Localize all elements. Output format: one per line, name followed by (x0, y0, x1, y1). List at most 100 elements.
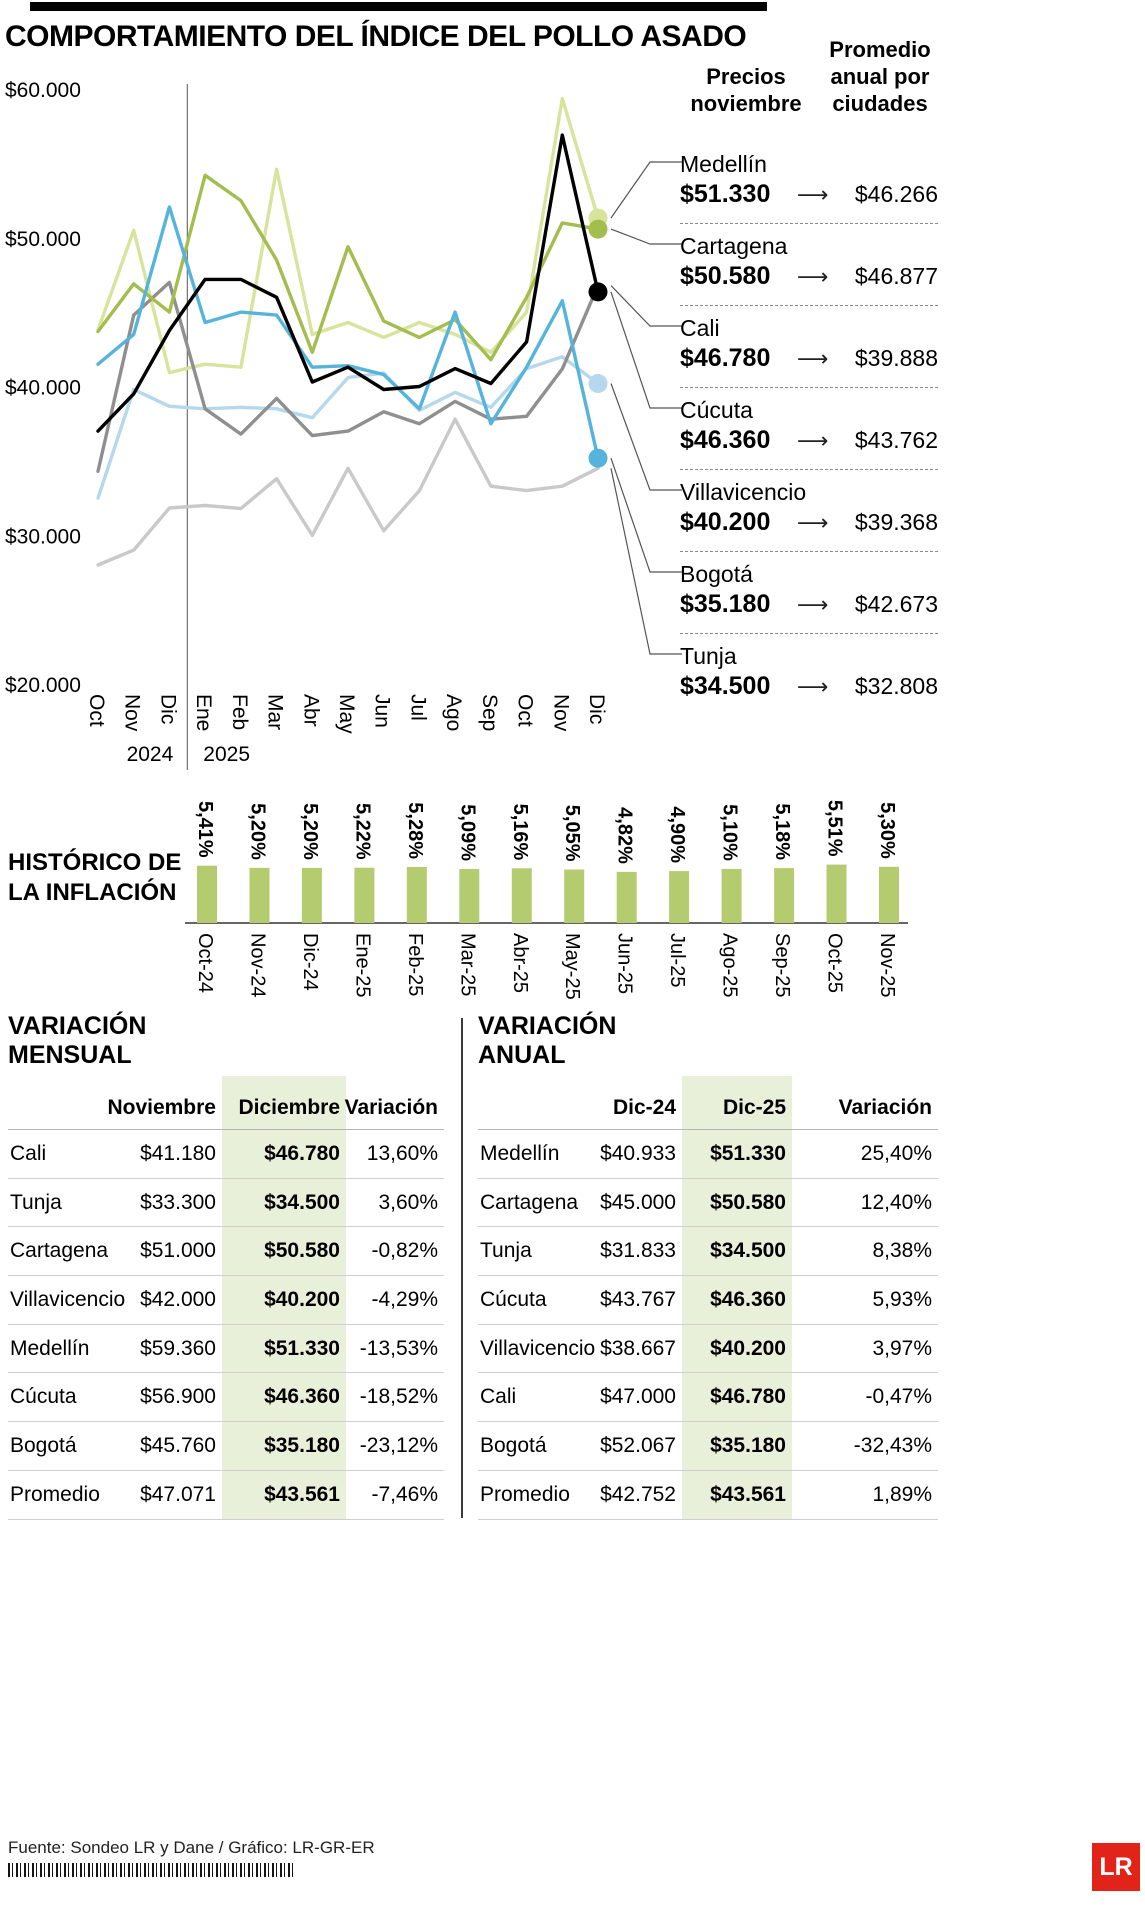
table-cell: $45.000 (600, 1179, 682, 1228)
source-credit: Fuente: Sondeo LR y Dane / Gráfico: LR-G… (8, 1838, 375, 1857)
table-row-label: Medellín (8, 1325, 132, 1374)
x-axis-month-label: May (335, 694, 358, 734)
lr-logo-badge: LR (1092, 1843, 1140, 1891)
inflation-value-label: 5,18% (771, 803, 793, 860)
legend-city-name: Bogotá (680, 561, 753, 587)
legend-value-row: $40.200 ⟶ $39.368 (680, 508, 938, 537)
table-divider-line (461, 1018, 463, 1518)
table-cell: $46.780 (682, 1373, 792, 1423)
table-header-cell (478, 1076, 602, 1130)
legend-november-price: $35.180 (680, 590, 771, 618)
inflation-bar (879, 866, 899, 923)
table-cell: $51.330 (682, 1130, 792, 1179)
x-axis-month-label: Dic (585, 694, 608, 724)
table-row-label: Promedio (8, 1471, 132, 1520)
table-cell: $34.500 (682, 1227, 792, 1277)
inflation-bar (459, 869, 480, 923)
table-cell: $42.000 (132, 1276, 222, 1325)
inflation-month-label: Jul-25 (666, 933, 688, 987)
table-header-cell: Diciembre (222, 1076, 346, 1130)
table-row-label: Cúcuta (478, 1276, 602, 1325)
legend-value-row: $34.500 ⟶ $32.808 (680, 672, 938, 701)
table-cell: $56.900 (132, 1373, 222, 1423)
legend-entry: Medellín $51.330 ⟶ $46.266 (680, 142, 938, 224)
top-rule (30, 2, 767, 11)
y-axis-label: $40.000 (5, 377, 81, 400)
table-cell: -13,53% (346, 1325, 444, 1374)
legend-annual-average: $42.673 (854, 591, 938, 617)
table-row-label: Bogotá (478, 1422, 602, 1471)
table-cell: 3,60% (346, 1179, 444, 1228)
y-axis-label: $20.000 (5, 674, 81, 697)
inflation-value-label: 5,22% (351, 803, 373, 860)
legend-connector-line (610, 383, 682, 491)
table-cell: $46.780 (222, 1130, 346, 1179)
legend-value-row: $50.580 ⟶ $46.877 (680, 262, 938, 291)
legend-annual-average: $46.266 (854, 181, 938, 207)
table-row-label: Cartagena (8, 1227, 132, 1277)
legend-city-name: Cali (680, 315, 720, 341)
legend-city-name: Medellín (680, 151, 767, 177)
legend-entry: Cartagena $50.580 ⟶ $46.877 (680, 224, 938, 306)
inflation-bar (301, 867, 322, 923)
arrow-right-icon: ⟶ (796, 346, 829, 371)
table-header-cell: Noviembre (107, 1076, 222, 1130)
x-axis-month-label: Ene (192, 694, 215, 731)
x-axis-month-label: Oct (514, 694, 537, 727)
inflation-month-label: Jun-25 (614, 933, 636, 994)
table-row-label: Promedio (478, 1471, 602, 1520)
table-cell: $59.360 (132, 1325, 222, 1374)
legend-november-price: $34.500 (680, 672, 771, 700)
legend-november-price: $50.580 (680, 262, 771, 290)
inflation-bar (249, 867, 270, 923)
inflation-bar (616, 871, 637, 923)
legend-november-price: $46.360 (680, 426, 771, 454)
table-cell: $38.667 (600, 1325, 682, 1374)
inflation-bar (197, 865, 217, 923)
inflation-section-title: HISTÓRICO DE LA INFLACIÓN (8, 849, 182, 906)
inflation-value-label: 4,82% (614, 807, 636, 864)
table-cell: 13,60% (346, 1130, 444, 1179)
series-line-Bogotá (96, 205, 600, 460)
annual-table-grid: Dic-24 Dic-25 Variación Medellín $40.933 $51.… (478, 1076, 938, 1520)
table-header-cell (8, 1076, 132, 1130)
inflation-value-label: 5,05% (561, 805, 583, 862)
x-axis-month-label: Mar (264, 694, 287, 730)
table-cell: -32,43% (792, 1422, 938, 1471)
inflation-month-label: Feb-25 (404, 933, 426, 996)
x-axis-month-label: Jul (406, 694, 429, 721)
table-cell: $43.767 (600, 1276, 682, 1325)
inflation-value-label: 5,20% (246, 803, 268, 860)
table-row-label: Tunja (8, 1179, 132, 1228)
table-cell: $43.561 (222, 1470, 346, 1520)
inflation-value-label: 5,09% (456, 804, 478, 861)
table-row-label: Medellín (478, 1130, 602, 1179)
legend-value-row: $46.360 ⟶ $43.762 (680, 426, 938, 455)
table-cell: $40.200 (222, 1276, 346, 1325)
table-cell: -0,82% (346, 1227, 444, 1277)
monthly-table-grid: Noviembre Diciembre Variación Cali $41.180 $4… (8, 1076, 444, 1520)
year-label-2024: 2024 (127, 743, 174, 766)
table-cell: $50.580 (222, 1227, 346, 1277)
fine-print-barcode (8, 1863, 295, 1877)
table-cell: $51.000 (132, 1227, 222, 1277)
inflation-value-label: 5,10% (719, 804, 741, 861)
x-axis-month-label: Sep (478, 694, 501, 731)
table-row-label: Cúcuta (8, 1373, 132, 1423)
inflation-month-label: Oct-24 (194, 933, 216, 993)
inflation-month-label: Abr-25 (509, 933, 531, 993)
table-cell: $40.200 (682, 1324, 792, 1374)
table-row-label: Cartagena (478, 1179, 602, 1228)
annual-table-title: VARIACIÓN ANUAL (478, 1012, 617, 1069)
x-axis-month-label: Abr (299, 694, 322, 727)
x-axis-month-label: Nov (121, 694, 144, 732)
table-header-cell: Variación (792, 1076, 938, 1130)
x-axis-month-label: Dic (156, 694, 179, 724)
inflation-value-label: 5,28% (404, 802, 426, 859)
inflation-bar (406, 867, 427, 923)
table-cell: 3,97% (792, 1325, 938, 1374)
arrow-right-icon: ⟶ (796, 510, 829, 535)
legend-annual-average: $39.888 (854, 345, 938, 371)
table-cell: 8,38% (792, 1227, 938, 1277)
series-endpoint-dot-Cúcuta (588, 282, 608, 302)
